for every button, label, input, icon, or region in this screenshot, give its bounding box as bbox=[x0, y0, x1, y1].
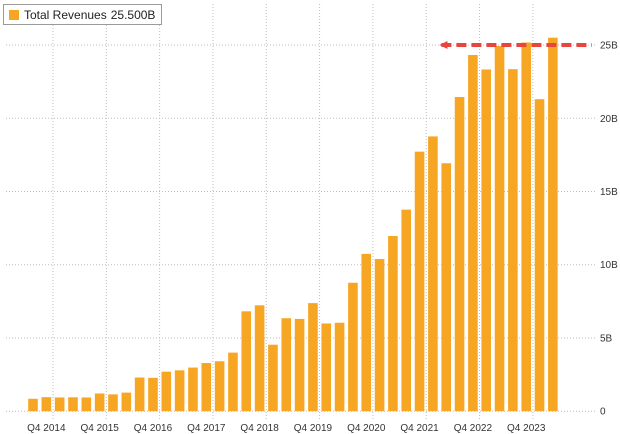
bar bbox=[308, 303, 318, 412]
x-tick-label: Q4 2015 bbox=[80, 423, 119, 434]
bar bbox=[388, 236, 398, 412]
bar bbox=[334, 322, 345, 412]
bar bbox=[81, 397, 92, 412]
y-tick-label: 15B bbox=[600, 187, 618, 198]
bar bbox=[94, 393, 105, 412]
bar bbox=[508, 69, 518, 412]
bar bbox=[254, 305, 265, 412]
reference-line bbox=[439, 41, 592, 50]
bar bbox=[374, 259, 385, 412]
y-axis: 0 5B 10B 15B 20B 25B bbox=[600, 41, 618, 418]
x-tick-label: Q4 2022 bbox=[454, 423, 493, 434]
bar bbox=[468, 54, 478, 412]
bar bbox=[148, 377, 158, 412]
x-tick-label: Q4 2014 bbox=[27, 423, 66, 434]
bar bbox=[534, 99, 545, 412]
bar bbox=[441, 163, 452, 412]
bar bbox=[454, 97, 465, 412]
reference-arrow-icon bbox=[439, 41, 448, 50]
legend-last-value: 25.500B bbox=[110, 7, 156, 22]
bar bbox=[241, 311, 252, 412]
x-tick-label: Q4 2018 bbox=[240, 423, 279, 434]
bar bbox=[188, 367, 198, 412]
bar bbox=[294, 318, 305, 412]
bar bbox=[281, 318, 292, 412]
legend-swatch bbox=[9, 9, 19, 20]
y-tick-label: 25B bbox=[600, 41, 618, 52]
legend-series-name: Total Revenues bbox=[24, 7, 107, 22]
bar bbox=[428, 136, 438, 412]
x-axis: Q4 2014 Q4 2015 Q4 2016 Q4 2017 Q4 2018 Q4 20… bbox=[27, 423, 546, 434]
x-tick-label: Q4 2019 bbox=[294, 423, 333, 434]
y-tick-label: 10B bbox=[600, 260, 618, 271]
bar bbox=[54, 397, 65, 412]
bar bbox=[321, 323, 332, 412]
bar bbox=[548, 37, 558, 412]
y-tick-label: 0 bbox=[600, 407, 606, 418]
bars bbox=[28, 37, 558, 412]
bar bbox=[174, 370, 185, 412]
bar bbox=[161, 371, 172, 412]
bar bbox=[41, 397, 52, 412]
bar bbox=[201, 363, 212, 412]
bar bbox=[401, 209, 412, 412]
bar bbox=[121, 392, 132, 412]
bar bbox=[108, 394, 118, 412]
x-tick-label: Q4 2021 bbox=[400, 423, 439, 434]
bar bbox=[414, 151, 425, 412]
y-tick-label: 20B bbox=[600, 114, 618, 125]
bar bbox=[214, 361, 225, 412]
bar bbox=[521, 42, 532, 412]
bar bbox=[361, 253, 372, 412]
bar bbox=[481, 69, 492, 412]
x-tick-label: Q4 2020 bbox=[347, 423, 386, 434]
bar bbox=[134, 377, 145, 412]
x-tick-label: Q4 2017 bbox=[187, 423, 226, 434]
bar bbox=[494, 46, 505, 412]
x-tick-label: Q4 2016 bbox=[134, 423, 173, 434]
legend: Total Revenues 25.500B bbox=[3, 4, 163, 25]
bar bbox=[268, 344, 278, 412]
bar bbox=[228, 352, 238, 412]
y-tick-label: 5B bbox=[600, 333, 613, 344]
bar bbox=[68, 397, 78, 412]
x-tick-label: Q4 2023 bbox=[507, 423, 546, 434]
bar bbox=[28, 398, 38, 412]
bar bbox=[348, 282, 358, 412]
